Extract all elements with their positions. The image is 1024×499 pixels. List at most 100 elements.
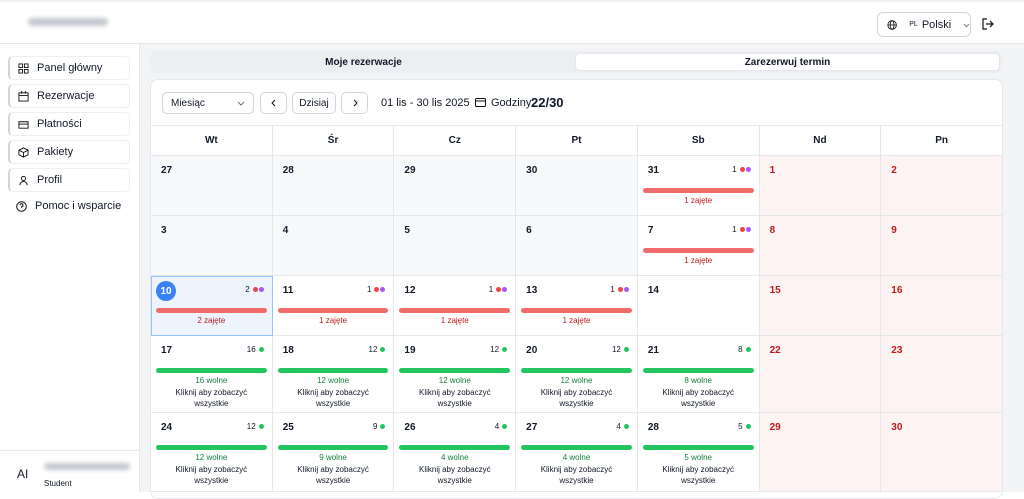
language-name: Polski xyxy=(921,18,952,31)
day-cell[interactable]: 17 16 16 wolne Kliknij aby zobaczyć wszystk… xyxy=(151,336,273,413)
hint: Kliknij aby zobaczyć wszystkie xyxy=(418,465,491,485)
day-number: 2 xyxy=(891,165,897,176)
nav-item[interactable]: Panel główny xyxy=(8,56,130,80)
logout-icon[interactable] xyxy=(982,18,994,30)
slot-count: 9 xyxy=(373,422,386,431)
day-cell[interactable]: 5 xyxy=(394,216,517,276)
day-cell[interactable]: 25 9 9 wolne Kliknij aby zobaczyć wszystkie xyxy=(272,413,395,492)
calendar-grid: Wt Śr Cz Pt Sb Nd Pn 27 28 29 30 31 1 1 zajęte 1 2 3 4 5 6 7… xyxy=(151,125,1003,492)
status-bar xyxy=(642,248,754,253)
tab[interactable]: Moje rezerwacje xyxy=(325,56,402,68)
day-cell[interactable]: 19 12 12 wolne Kliknij aby zobaczyć wszystk… xyxy=(394,336,517,413)
status-bar xyxy=(642,368,754,373)
language-code: PL xyxy=(909,21,918,28)
day-cell[interactable]: 12 1 1 zajęte xyxy=(394,276,517,336)
day-number: 25 xyxy=(282,422,294,433)
day-cell[interactable]: 11 1 1 zajęte xyxy=(272,276,395,336)
card-icon xyxy=(475,98,486,107)
status-bar xyxy=(399,445,511,450)
status-label: 4 wolne xyxy=(440,453,469,462)
user-initials: AI xyxy=(17,467,29,481)
day-cell[interactable]: 31 1 1 zajęte xyxy=(637,156,760,216)
status-dot xyxy=(739,227,745,232)
nav-item[interactable]: Płatności xyxy=(8,112,130,136)
date-range: 01 lis - 30 lis 2025 xyxy=(381,97,470,109)
language-selector[interactable]: PL Polski xyxy=(877,12,971,37)
day-number: 31 xyxy=(647,165,659,176)
day-cell[interactable]: 13 1 1 zajęte xyxy=(516,276,638,336)
day-cell[interactable]: 26 4 4 wolne Kliknij aby zobaczyć wszystkie xyxy=(394,413,517,492)
status-dot xyxy=(502,347,508,352)
day-number: 7 xyxy=(647,225,654,236)
status-bar xyxy=(277,445,389,450)
help-icon xyxy=(16,200,27,212)
day-number: 22 xyxy=(769,345,781,356)
day-cell[interactable]: 20 12 12 wolne Kliknij aby zobaczyć wszystk… xyxy=(516,336,638,413)
day-cell[interactable]: 4 xyxy=(272,216,395,276)
blurred-logo xyxy=(28,18,108,26)
day-cell[interactable]: 8 xyxy=(759,216,882,276)
day-cell[interactable]: 28 5 5 wolne Kliknij aby zobaczyć wszystkie xyxy=(637,413,760,492)
status-dot xyxy=(496,287,502,292)
weekday-header: Cz xyxy=(394,126,517,156)
tab[interactable]: Zarezerwuj termin xyxy=(575,53,1000,71)
day-cell[interactable]: 23 xyxy=(881,336,1003,413)
nav-item[interactable]: Pakiety xyxy=(8,140,130,164)
hint: Kliknij aby zobaczyć wszystkie xyxy=(662,388,734,408)
help-text: Pomoc i wsparcie xyxy=(35,200,122,212)
slot-count: 8 xyxy=(738,345,751,354)
day-cell[interactable]: 1 xyxy=(759,156,882,216)
day-cell[interactable]: 10 2 2 zajęte xyxy=(151,276,273,336)
nav-text: Płatności xyxy=(37,118,82,130)
day-number: 24 xyxy=(161,422,173,433)
day-cell[interactable]: 30 xyxy=(516,156,638,216)
day-cell[interactable]: 29 xyxy=(759,413,882,492)
count-text: 12 xyxy=(611,345,621,354)
count-text: 12 xyxy=(246,422,256,431)
day-cell[interactable]: 6 xyxy=(516,216,638,276)
nav-item[interactable]: Profil xyxy=(8,168,130,192)
day-number: 3 xyxy=(161,225,167,236)
count-text: 8 xyxy=(738,345,743,354)
count-text: 12 xyxy=(368,345,378,354)
day-cell[interactable]: 14 xyxy=(637,276,760,336)
day-number: 8 xyxy=(769,225,776,236)
day-cell[interactable]: 27 xyxy=(151,156,273,216)
status-dot xyxy=(380,347,386,352)
day-cell[interactable]: 30 xyxy=(881,413,1003,492)
next-button[interactable] xyxy=(341,92,368,114)
nav-icon xyxy=(18,146,29,158)
day-cell[interactable]: 3 xyxy=(151,216,273,276)
weekday-header: Wt xyxy=(151,126,273,156)
status-label: 12 wolne xyxy=(317,376,350,385)
day-cell[interactable]: 9 xyxy=(881,216,1003,276)
day-cell[interactable]: 15 xyxy=(759,276,882,336)
day-cell[interactable]: 28 xyxy=(272,156,395,216)
day-cell[interactable]: 24 12 12 wolne Kliknij aby zobaczyć wszystk… xyxy=(151,413,273,492)
day-cell[interactable]: 16 xyxy=(881,276,1003,336)
day-number: 18 xyxy=(282,345,294,356)
nav-item[interactable]: Rezerwacje xyxy=(8,84,130,108)
status-dot xyxy=(502,287,508,292)
day-cell[interactable]: 29 xyxy=(394,156,517,216)
view-select[interactable]: Miesiąc xyxy=(162,92,254,114)
day-cell[interactable]: 7 1 1 zajęte xyxy=(637,216,760,276)
day-number: 30 xyxy=(891,422,903,433)
hint: Kliknij aby zobaczyć wszystkie xyxy=(540,465,613,485)
day-cell[interactable]: 18 12 12 wolne Kliknij aby zobaczyć wszystk… xyxy=(272,336,395,413)
day-cell[interactable]: 22 xyxy=(759,336,882,413)
status-label: 2 zajęte xyxy=(197,316,226,325)
day-number: 19 xyxy=(404,345,416,356)
day-cell[interactable]: 21 8 8 wolne Kliknij aby zobaczyć wszystkie xyxy=(637,336,760,413)
help-link[interactable]: Pomoc i wsparcie xyxy=(16,200,121,212)
status-bar xyxy=(399,308,511,313)
day-number: 30 xyxy=(526,165,538,176)
today-button[interactable]: Dzisiaj xyxy=(292,92,336,114)
status-dot xyxy=(258,424,264,429)
day-cell[interactable]: 2 xyxy=(881,156,1003,216)
slot-count: 1 xyxy=(732,165,751,174)
top-bar: PL Polski xyxy=(0,0,1024,44)
day-cell[interactable]: 27 4 4 wolne Kliknij aby zobaczyć wszystkie xyxy=(516,413,638,492)
nav-text: Rezerwacje xyxy=(37,90,95,102)
prev-button[interactable] xyxy=(260,92,287,114)
